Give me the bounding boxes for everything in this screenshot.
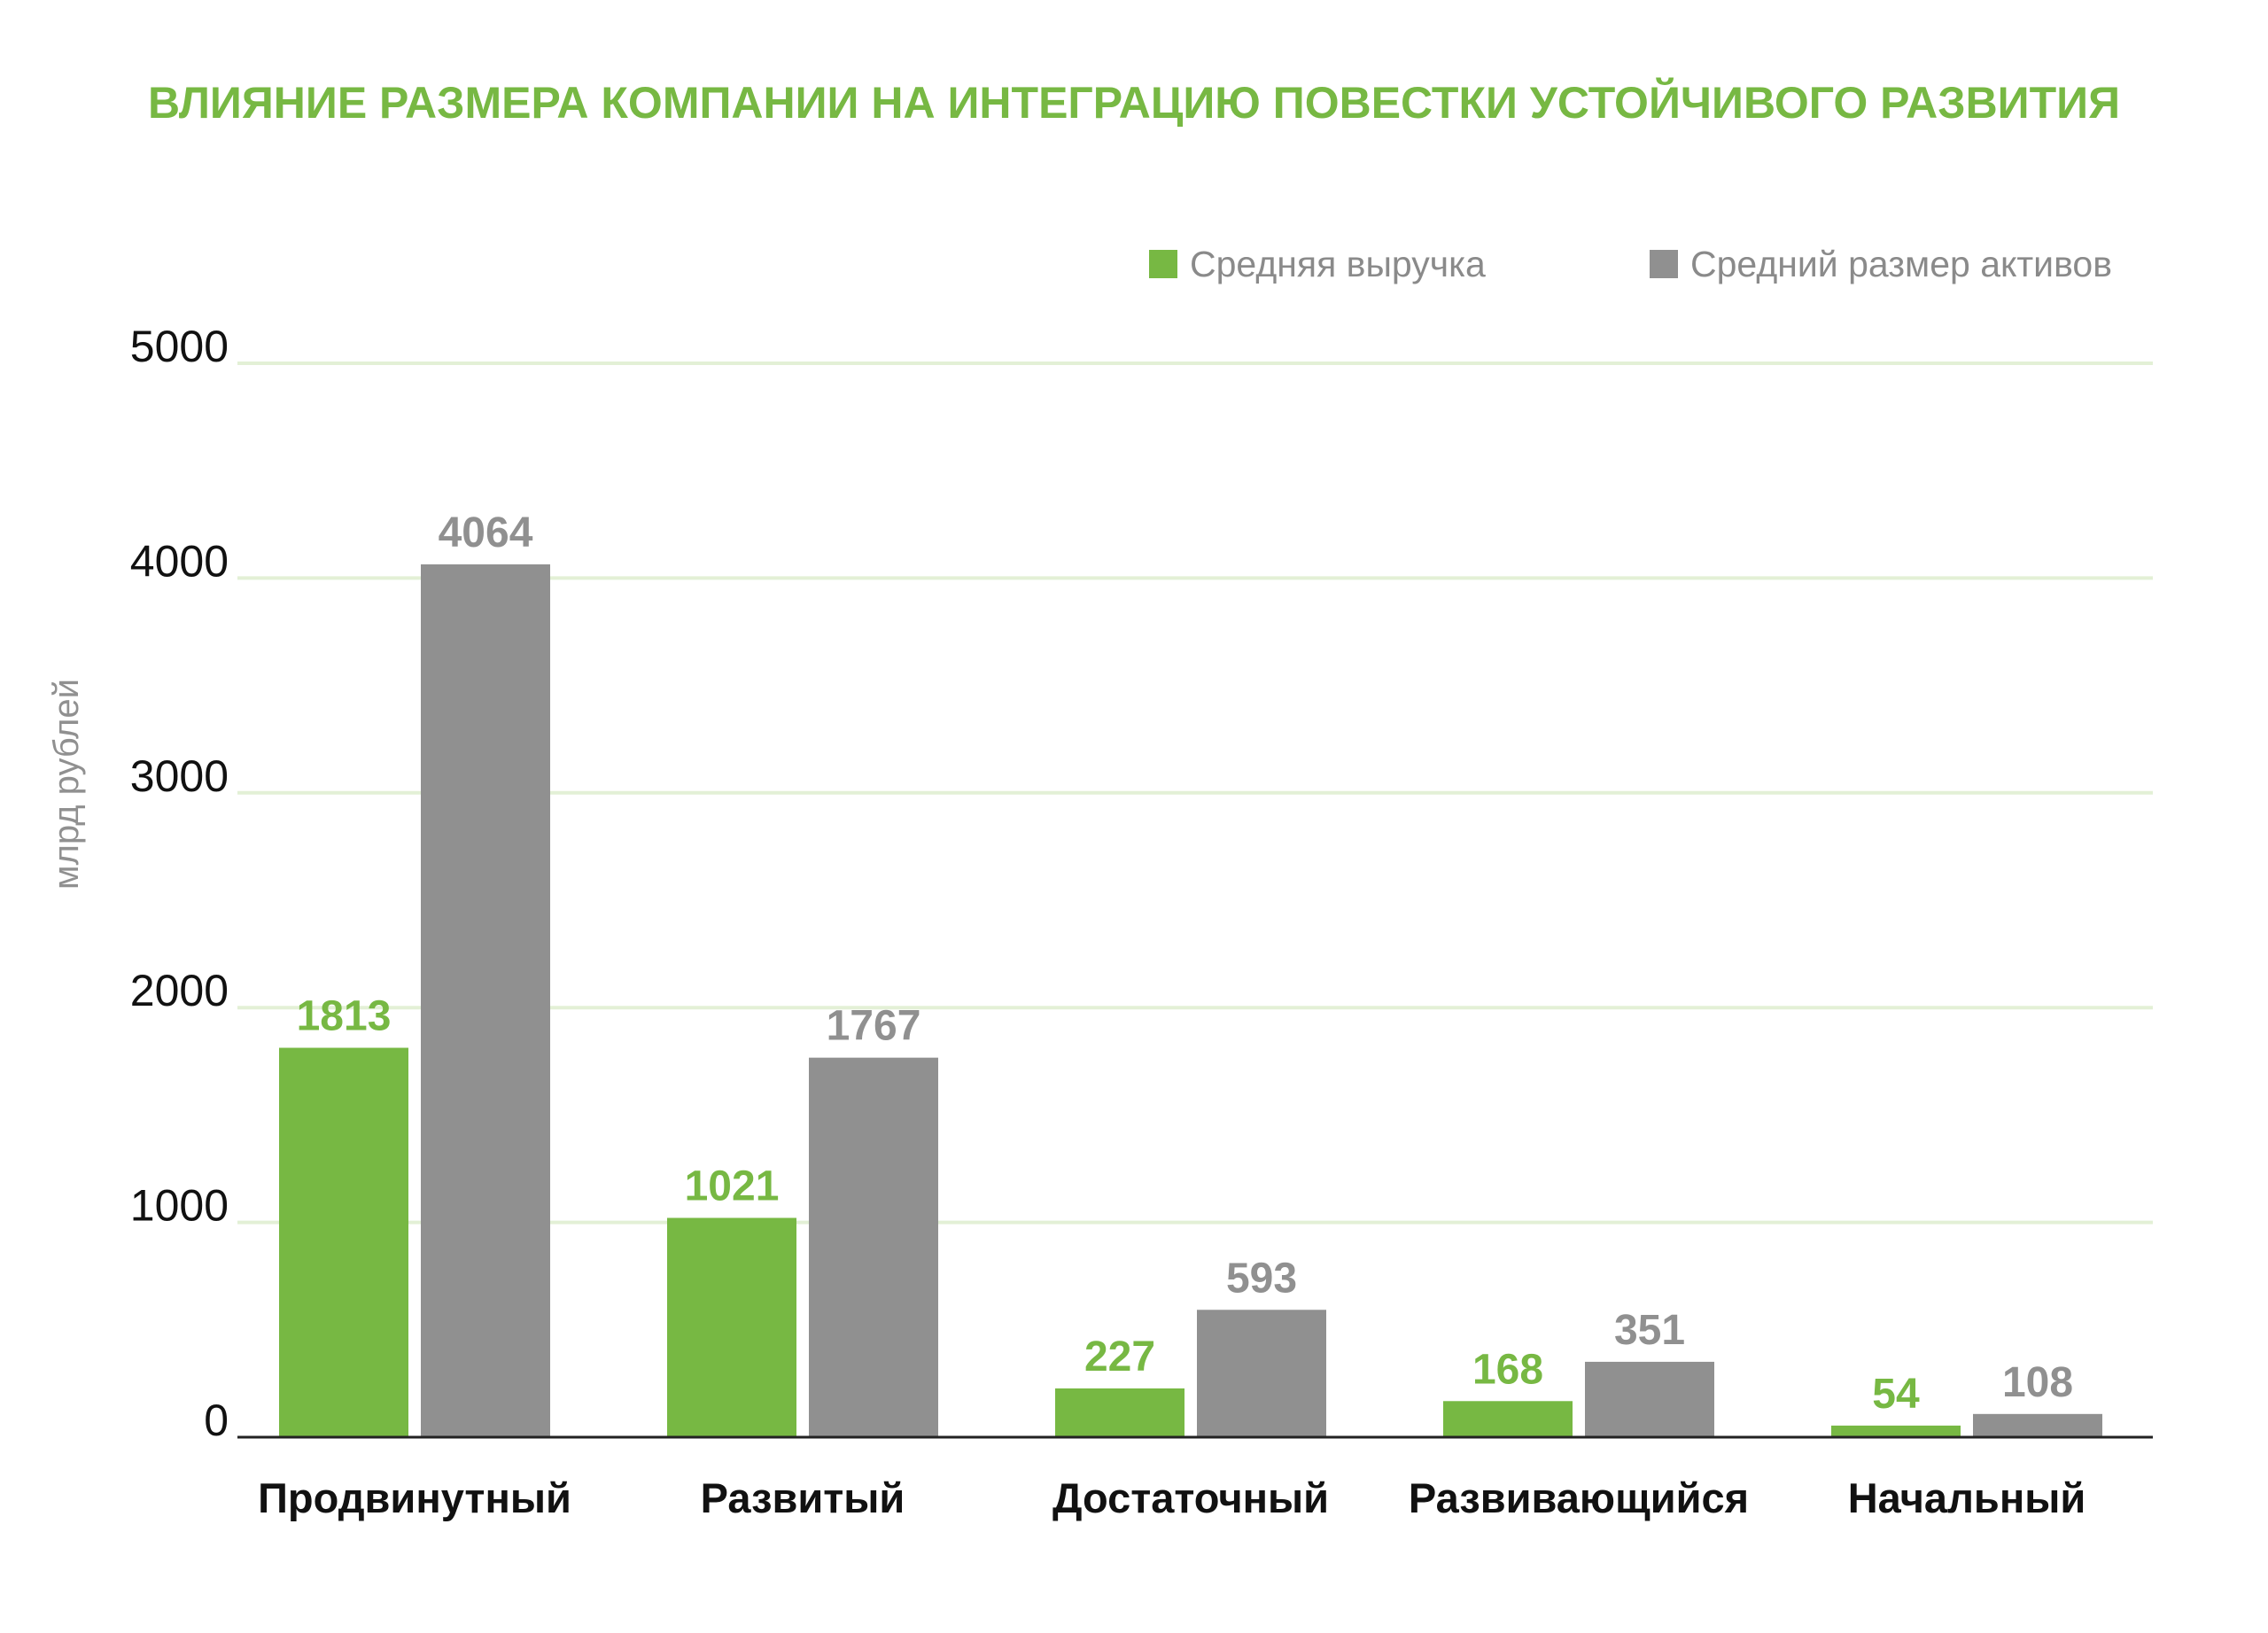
y-tick-label: 2000 [130, 966, 229, 1015]
y-tick-label: 1000 [130, 1181, 229, 1231]
value-labels: 1813 4064 1021 1767 227 593 168 351 54 108 [297, 509, 2073, 1418]
bar [1973, 1413, 2102, 1437]
legend-swatch [1149, 250, 1177, 278]
x-tick-label: Развивающийся [1409, 1474, 1749, 1521]
bar [667, 1217, 796, 1437]
x-tick-label: Продвинутный [258, 1474, 571, 1521]
x-tick-label: Начальный [1848, 1474, 2086, 1521]
bar [809, 1057, 938, 1437]
data-label: 1813 [297, 993, 392, 1040]
gridlines [237, 362, 2153, 1225]
bar [421, 564, 550, 1437]
bar [1585, 1361, 1714, 1437]
chart-title: ВЛИЯНИЕ РАЗМЕРА КОМПАНИИ НА ИНТЕГРАЦИЮ П… [148, 77, 2120, 128]
legend-label: Средний размер активов [1690, 244, 2112, 284]
x-tick-label: Развитый [701, 1474, 905, 1521]
data-label: 4064 [439, 509, 533, 556]
data-label: 108 [2002, 1359, 2073, 1406]
data-label: 1021 [685, 1163, 780, 1210]
bar [279, 1047, 408, 1437]
y-axis-ticks: 0 1000 2000 3000 4000 5000 [130, 322, 229, 1445]
y-tick-label: 3000 [130, 751, 229, 801]
data-label: 227 [1084, 1334, 1155, 1380]
bar [1197, 1310, 1326, 1437]
bar [1443, 1401, 1573, 1437]
x-axis-categories: Продвинутный Развитый Достаточный Развивающ… [258, 1474, 2085, 1521]
legend: Средняя выручка Средний размер активов [1149, 244, 2112, 284]
legend-label: Средняя выручка [1190, 244, 1486, 284]
legend-swatch [1650, 250, 1678, 278]
data-label: 593 [1226, 1255, 1297, 1302]
bar [1055, 1388, 1184, 1437]
y-axis-label: млрд рублей [47, 679, 86, 890]
y-tick-label: 5000 [130, 322, 229, 371]
data-label: 351 [1614, 1307, 1685, 1354]
y-tick-label: 4000 [130, 536, 229, 586]
data-label: 168 [1472, 1346, 1543, 1393]
bars [279, 564, 2102, 1437]
bar [1831, 1425, 1961, 1437]
data-label: 1767 [827, 1003, 921, 1050]
x-tick-label: Достаточный [1052, 1474, 1329, 1521]
y-tick-label: 0 [204, 1396, 229, 1445]
data-label: 54 [1872, 1371, 1920, 1418]
